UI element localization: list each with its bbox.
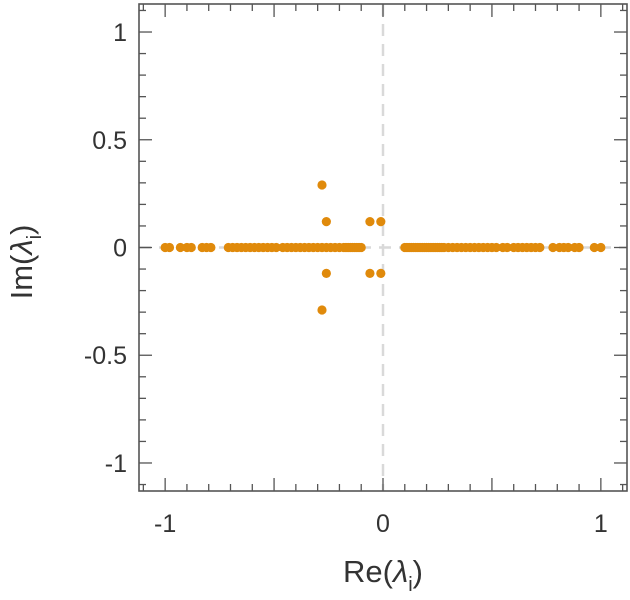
data-points (160, 180, 606, 315)
plot-frame (138, 3, 628, 492)
x-axis-label: Re(λi) (343, 554, 423, 596)
data-point (321, 217, 331, 227)
data-point (365, 217, 375, 227)
data-point (491, 242, 501, 253)
data-point (317, 180, 327, 190)
data-point (376, 268, 386, 278)
data-point (548, 242, 558, 253)
data-point (535, 242, 545, 253)
data-point (186, 242, 196, 253)
x-tick-label: -1 (154, 510, 176, 538)
data-point (596, 242, 606, 253)
data-point (175, 242, 185, 253)
zero-lines (139, 4, 627, 491)
x-tick-label: 0 (376, 510, 390, 538)
data-point (376, 217, 386, 227)
y-axis-label: Im(λi) (4, 225, 46, 300)
data-point (271, 242, 281, 253)
data-point (563, 242, 573, 253)
data-point (317, 305, 327, 315)
data-point (164, 242, 175, 253)
y-tick-label: 1 (113, 19, 127, 47)
data-point (356, 242, 366, 253)
data-point (206, 242, 216, 253)
data-point (502, 242, 512, 253)
tick-labels: -1 0 1 1 0.5 0 -0.5 -1 (84, 19, 608, 538)
y-tick-label: -0.5 (84, 342, 127, 370)
y-tick-label: 0.5 (92, 127, 127, 155)
data-point (321, 268, 331, 278)
axis-ticks (139, 4, 627, 491)
y-tick-label: -1 (105, 450, 127, 478)
x-tick-label: 1 (594, 510, 608, 538)
y-tick-label: 0 (113, 235, 127, 263)
data-point (365, 268, 375, 278)
data-point (589, 242, 599, 253)
data-point (574, 242, 584, 253)
